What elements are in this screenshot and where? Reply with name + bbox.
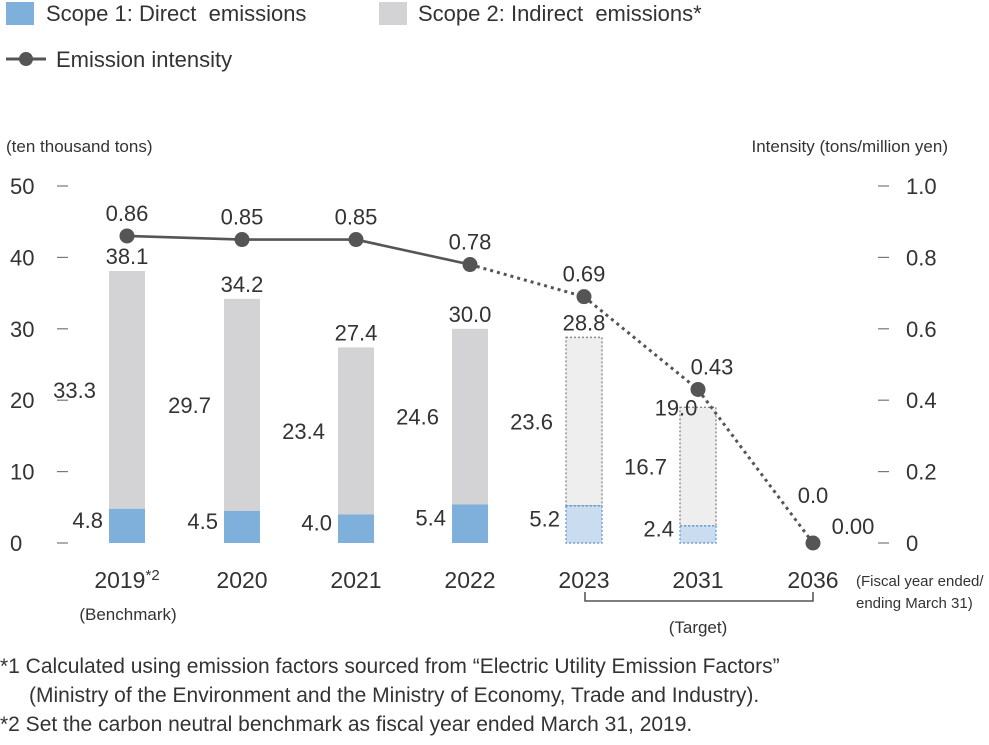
footnote-2: *2 Set the carbon neutral benchmark as f… — [0, 713, 693, 736]
intensity-label: 0.69 — [563, 262, 606, 287]
intensity-point — [462, 257, 478, 273]
bar-scope2 — [452, 328, 488, 505]
x-tick-footnote-mark: *2 — [145, 567, 159, 584]
intensity-line-segment — [126, 234, 243, 241]
intensity-point — [119, 228, 135, 244]
bar-scope2 — [565, 336, 603, 507]
left-tick-label: 20 — [10, 388, 34, 413]
intensity-point — [234, 232, 250, 248]
total-label: 19.0 — [655, 395, 698, 420]
intensity-label: 0.85 — [221, 205, 264, 230]
left-tick-label: 10 — [10, 460, 34, 485]
bar-scope1 — [224, 510, 260, 543]
footnote-1-continued: (Ministry of the Environment and the Min… — [29, 684, 760, 707]
left-tick-label: 50 — [10, 174, 34, 199]
left-tick-label: 0 — [10, 531, 22, 556]
emissions-chart: Scope 1: Direct emissions Scope 2: Indir… — [6, 1, 984, 637]
total-label: 30.0 — [449, 302, 492, 327]
right-tick-label: 0.2 — [906, 460, 937, 485]
bar-scope1 — [338, 514, 374, 543]
left-tick-label: 30 — [10, 317, 34, 342]
legend-label-scope2: Scope 2: Indirect emissions* — [418, 1, 702, 26]
target-bracket — [584, 592, 814, 602]
bar-scope1 — [109, 508, 145, 543]
x-tick-label: 2020 — [216, 567, 267, 593]
intensity-point — [690, 381, 706, 397]
scope2-label: 23.4 — [282, 419, 325, 444]
bar-scope2 — [338, 347, 374, 515]
right-tick-label: 0.4 — [906, 388, 937, 413]
intensity-line — [119, 228, 821, 551]
total-label: 27.4 — [335, 320, 378, 345]
intensity-point — [805, 535, 821, 551]
right-axis-unit: Intensity (tons/million yen) — [751, 137, 948, 156]
intensity-point — [348, 232, 364, 248]
intensity-label: 0.00 — [832, 514, 875, 539]
total-label: 0.0 — [798, 483, 829, 508]
left-axis: 0 10 20 30 40 50 — [10, 174, 68, 556]
bar-scope1 — [679, 525, 717, 544]
x-tick-label: 2036 — [787, 567, 838, 593]
scope1-label: 4.8 — [72, 508, 103, 533]
left-tick-label: 40 — [10, 245, 34, 270]
scope1-label: 5.2 — [529, 506, 560, 531]
x-axis: 2019*2 2020 2021 2022 2023 2031 2036 — [94, 567, 838, 593]
scope2-label: 33.3 — [53, 378, 96, 403]
right-axis: 0 0.2 0.4 0.6 0.8 1.0 — [878, 174, 937, 556]
left-axis-unit: (ten thousand tons) — [6, 137, 152, 156]
bar-scope1 — [565, 505, 603, 544]
right-tick-label: 1.0 — [906, 174, 937, 199]
benchmark-label: (Benchmark) — [79, 605, 176, 624]
bar-scope2 — [679, 406, 717, 527]
scope1-label: 5.4 — [415, 506, 446, 531]
intensity-point — [576, 289, 592, 305]
x-tick-label: 2019*2 — [94, 567, 159, 593]
legend-marker-intensity — [19, 52, 33, 66]
legend-swatch-scope2 — [379, 2, 407, 25]
x-tick-label: 2023 — [558, 567, 609, 593]
right-tick-label: 0.6 — [906, 317, 937, 342]
scope2-label: 29.7 — [168, 393, 211, 418]
fiscal-note-line1: (Fiscal year ended/ — [856, 573, 984, 590]
legend-swatch-scope1 — [6, 2, 34, 25]
total-label: 28.8 — [563, 310, 606, 335]
legend-label-intensity: Emission intensity — [56, 47, 232, 72]
bar-scope1 — [452, 504, 488, 543]
right-tick-label: 0 — [906, 531, 918, 556]
scope1-label: 4.5 — [187, 509, 218, 534]
right-tick-label: 0.8 — [906, 245, 937, 270]
total-label: 34.2 — [221, 272, 264, 297]
intensity-line-segment — [469, 263, 585, 299]
x-tick-label: 2022 — [444, 567, 495, 593]
target-label: (Target) — [669, 618, 728, 637]
bars — [109, 270, 717, 544]
scope2-label: 23.6 — [510, 410, 553, 435]
intensity-label: 0.86 — [106, 201, 149, 226]
intensity-line-segment — [355, 238, 471, 266]
intensity-label: 0.85 — [335, 205, 378, 230]
data-labels: 0.86 0.85 0.85 0.78 0.69 0.43 0.00 38.1 34.2 27.4… — [53, 201, 874, 541]
x-tick-label: 2021 — [330, 567, 381, 593]
scope2-label: 24.6 — [396, 405, 439, 430]
intensity-label: 0.43 — [691, 354, 734, 379]
bar-scope2 — [109, 270, 145, 509]
scope1-label: 2.4 — [643, 516, 674, 541]
total-label: 38.1 — [106, 244, 149, 269]
legend: Scope 1: Direct emissions Scope 2: Indir… — [6, 1, 702, 72]
intensity-label: 0.78 — [449, 230, 492, 255]
scope2-label: 16.7 — [624, 455, 667, 480]
scope1-label: 4.0 — [301, 511, 332, 536]
legend-label-scope1: Scope 1: Direct emissions — [46, 1, 306, 26]
fiscal-note-line2: ending March 31) — [856, 595, 973, 612]
footnote-1: *1 Calculated using emission factors sou… — [0, 655, 780, 678]
bar-scope2 — [224, 298, 260, 511]
x-tick-label: 2031 — [672, 567, 723, 593]
